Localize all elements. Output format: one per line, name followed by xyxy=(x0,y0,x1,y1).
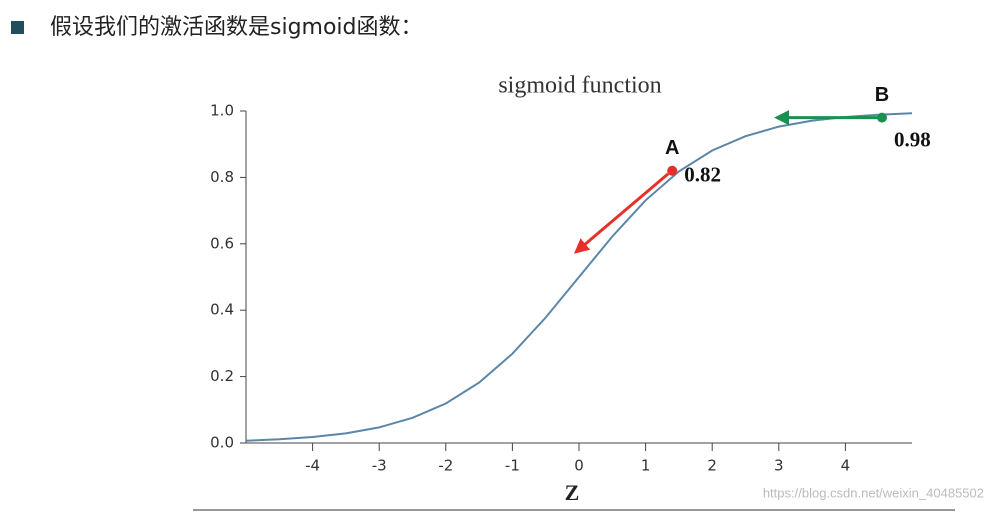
x-tick-label: -2 xyxy=(438,457,453,475)
point-value: 0.82 xyxy=(684,163,721,187)
point-name: B xyxy=(875,84,889,106)
x-axis-label: Z xyxy=(565,480,580,505)
x-tick-label: 4 xyxy=(841,457,851,475)
y-tick-label: 0.0 xyxy=(210,434,234,452)
x-tick-label: 1 xyxy=(641,457,651,475)
y-tick-label: 1.0 xyxy=(210,102,234,120)
x-tick-label: 2 xyxy=(707,457,717,475)
point xyxy=(877,112,888,123)
bullet xyxy=(11,21,24,34)
heading: 假设我们的激活函数是sigmoid函数： xyxy=(50,15,423,40)
x-tick-label: -1 xyxy=(505,457,520,475)
watermark: https://blog.csdn.net/weixin_40485502 xyxy=(763,485,984,500)
y-tick-label: 0.4 xyxy=(210,301,234,319)
y-tick-label: 0.8 xyxy=(210,168,234,186)
x-tick-label: -4 xyxy=(305,457,320,475)
x-tick-label: -3 xyxy=(372,457,387,475)
point-name: A xyxy=(665,137,679,159)
chart-title: sigmoid function xyxy=(498,73,661,99)
x-tick-label: 0 xyxy=(574,457,584,475)
y-tick-label: 0.6 xyxy=(210,234,234,252)
point-value: 0.98 xyxy=(894,127,931,151)
y-tick-label: 0.2 xyxy=(210,367,234,385)
gradient-arrow xyxy=(573,172,670,254)
point xyxy=(667,165,678,176)
x-tick-label: 3 xyxy=(774,457,784,475)
sigmoid-curve xyxy=(245,112,913,442)
